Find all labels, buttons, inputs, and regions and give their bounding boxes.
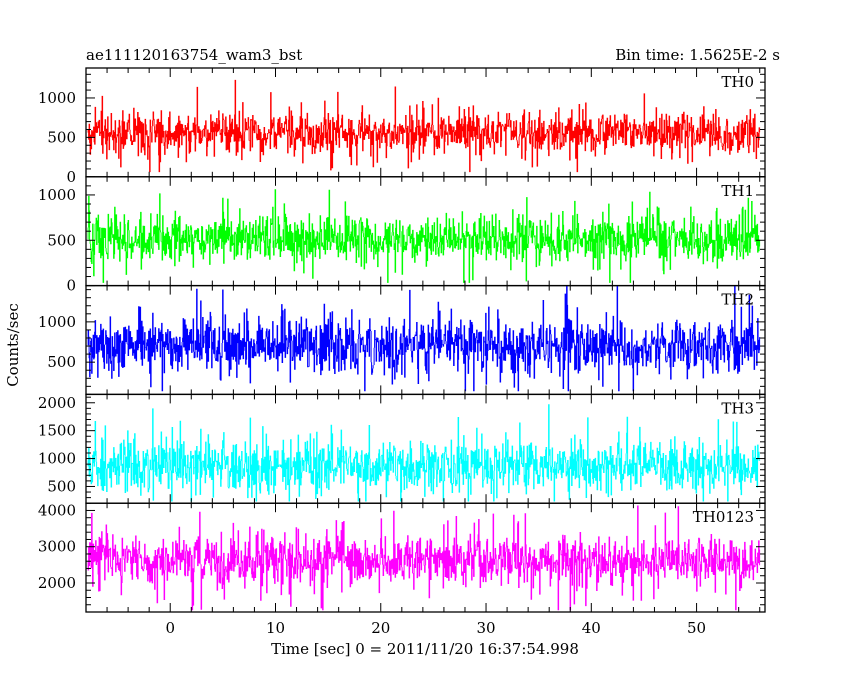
y-tick-label: 1000	[38, 89, 76, 107]
panel-label: TH1	[721, 182, 754, 200]
y-tick-label: 0	[66, 168, 76, 186]
x-tick-label: 40	[582, 619, 601, 637]
panel-th3: 500 1000 1500 2000 TH3	[38, 393, 766, 504]
y-tick-label: 1500	[38, 422, 76, 440]
x-axis-label: Time [sec] 0 = 2011/11/20 16:37:54.998	[271, 640, 579, 658]
panels-group: 0 500 1000 TH0 0 500 1000 TH1 500 1000 TH2 500 1000 1…	[38, 67, 766, 613]
y-tick-label: 4000	[38, 501, 76, 519]
x-tick-label: 30	[476, 619, 495, 637]
y-tick-label: 500	[47, 477, 76, 495]
y-tick-label: 500	[47, 353, 76, 371]
y-tick-label: 500	[47, 128, 76, 146]
panel-th2: 500 1000 TH2	[38, 284, 766, 396]
panel-th0123: 2000 3000 4000 TH0123	[38, 501, 766, 613]
panel-label: TH0123	[693, 508, 754, 526]
panel-label: TH3	[721, 399, 754, 417]
panel-label: TH2	[721, 291, 754, 309]
series-th0	[87, 79, 761, 173]
y-tick-label: 1000	[38, 450, 76, 468]
y-tick-label: 3000	[38, 538, 76, 556]
series-th0123	[87, 505, 761, 611]
y-tick-label: 0	[66, 277, 76, 295]
y-axis-label: Counts/sec	[4, 303, 22, 387]
panel-label: TH0	[721, 73, 754, 91]
y-tick-label: 1000	[38, 186, 76, 204]
panel-th1: 0 500 1000 TH1	[38, 176, 766, 295]
y-tick-label: 500	[47, 231, 76, 249]
series-th1	[87, 189, 761, 283]
bin-time-label: Bin time: 1.5625E-2 s	[615, 46, 780, 64]
panel-frame	[85, 502, 766, 613]
x-tick-label: 10	[266, 619, 285, 637]
x-tick-label: 0	[165, 619, 175, 637]
x-tick-label: 50	[687, 619, 706, 637]
x-tick-label: 20	[371, 619, 390, 637]
y-tick-label: 1000	[38, 313, 76, 331]
chart-title: ae111120163754_wam3_bst	[86, 46, 302, 64]
x-axis: 0 10 20 30 40 50	[165, 619, 706, 637]
y-tick-label: 2000	[38, 394, 76, 412]
series-th2	[87, 285, 761, 392]
y-tick-label: 2000	[38, 574, 76, 592]
panel-th0: 0 500 1000 TH0	[38, 67, 766, 186]
series-th3	[87, 404, 761, 502]
